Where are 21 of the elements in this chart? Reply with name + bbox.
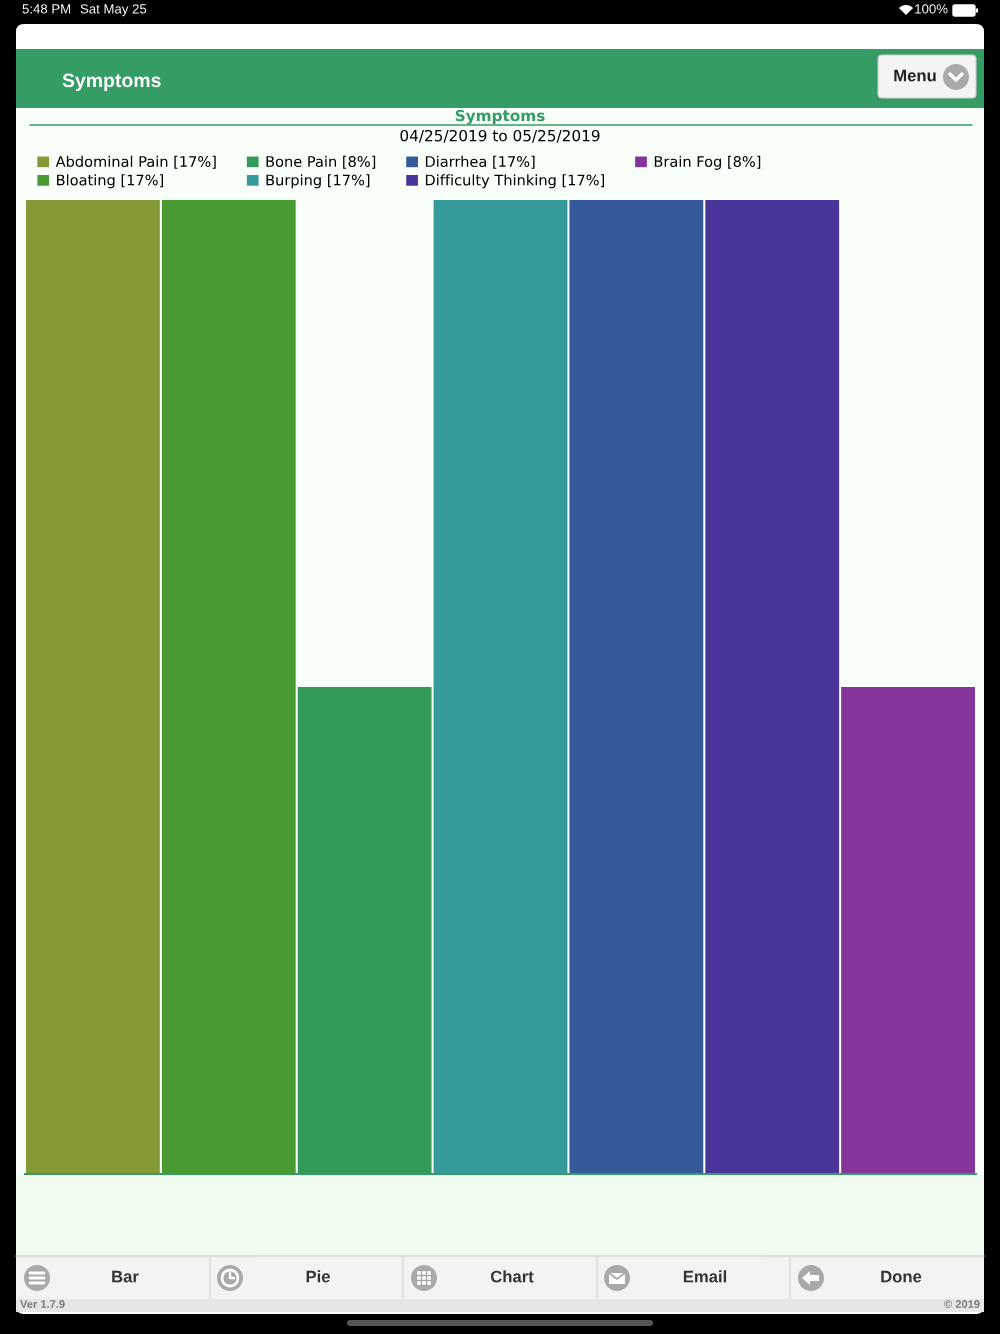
text: Sat May 25 (80, 4, 147, 17)
text: Chart (490, 1270, 534, 1283)
text: Pie (306, 1270, 330, 1283)
text: Symptoms (62, 73, 161, 92)
legend-label: Brain Fog [8%] (654, 155, 761, 170)
text: Email (683, 1270, 727, 1283)
text: Menu (894, 69, 936, 82)
legend-label: Diarrhea [17%] (425, 155, 535, 169)
text: Done (881, 1270, 922, 1283)
text: Bar (112, 1270, 139, 1283)
legend-label: Difficulty Thinking [17%] (425, 174, 605, 189)
text: 100% (915, 4, 948, 14)
text: Ver 1.7.9 (20, 1300, 65, 1308)
text: 5:48 PM (22, 4, 71, 14)
text: © 2019 (944, 1300, 980, 1308)
chart-subtitle: 04/25/2019 to 05/25/2019 (400, 129, 600, 143)
chart-title: Symptoms (455, 109, 545, 125)
legend-label: Abdominal Pain [17%] (55, 155, 216, 169)
legend-label: Burping [17%] (266, 174, 370, 189)
legend-label: Bone Pain [8%] (266, 155, 376, 169)
legend-label: Bloating [17%] (57, 174, 163, 189)
